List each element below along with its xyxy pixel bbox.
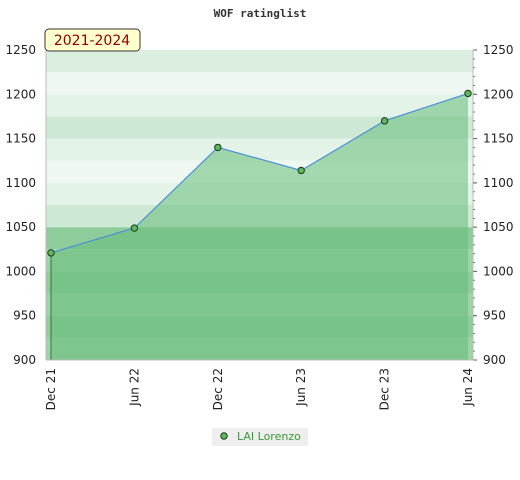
y-tick-label-right: 1250 bbox=[483, 43, 514, 57]
y-tick-label-right: 900 bbox=[483, 353, 506, 367]
y-tick-label-left: 1250 bbox=[5, 43, 36, 57]
period-badge: 2021-2024 bbox=[44, 28, 141, 52]
y-tick-label-left: 950 bbox=[13, 309, 36, 323]
x-tick-label: Dec 21 bbox=[44, 368, 58, 410]
y-tick-label-left: 1000 bbox=[5, 264, 36, 278]
data-point bbox=[297, 166, 305, 175]
x-tick-label: Dec 22 bbox=[211, 368, 225, 410]
data-point bbox=[130, 224, 139, 232]
y-tick-label-right: 950 bbox=[483, 309, 506, 323]
y-tick-label-left: 900 bbox=[13, 353, 36, 367]
grid-band bbox=[46, 94, 473, 117]
period-badge-bg bbox=[44, 28, 141, 52]
series-line bbox=[50, 92, 469, 254]
data-point bbox=[47, 249, 55, 257]
area-layer bbox=[50, 92, 469, 361]
markers bbox=[47, 89, 472, 257]
y-tick-label-right: 1050 bbox=[483, 220, 514, 234]
period-label: 2021-2024 bbox=[54, 33, 130, 49]
y-tick-label-right: 1100 bbox=[483, 176, 514, 190]
grid-band bbox=[46, 72, 473, 95]
y-tick-label-left: 1200 bbox=[5, 87, 36, 101]
series-area bbox=[51, 93, 468, 361]
y-tick-label-right: 1200 bbox=[483, 87, 514, 101]
legend[interactable]: LAI Lorenzo bbox=[212, 428, 308, 446]
grid-band bbox=[46, 50, 473, 73]
legend-label[interactable]: LAI Lorenzo bbox=[237, 430, 301, 443]
chart-title: WOF ratinglist bbox=[214, 7, 307, 20]
x-tick-label: Jun 23 bbox=[294, 368, 308, 407]
y-tick-label-right: 1000 bbox=[483, 264, 514, 278]
x-tick-label: Dec 23 bbox=[378, 368, 392, 410]
legend-box bbox=[212, 428, 308, 446]
x-tick-label: Jun 22 bbox=[127, 368, 141, 407]
y-tick-label-right: 1150 bbox=[483, 132, 514, 146]
y-tick-label-left: 1050 bbox=[5, 220, 36, 234]
data-point bbox=[380, 117, 389, 125]
y-tick-label-left: 1100 bbox=[5, 176, 36, 190]
x-tick-label: Jun 24 bbox=[461, 368, 475, 407]
y-tick-label-left: 1150 bbox=[5, 132, 36, 146]
legend-marker bbox=[220, 432, 228, 440]
data-point bbox=[214, 143, 222, 152]
data-point bbox=[464, 89, 472, 98]
axes: 900 900 950 950 1000 1000 1050 1050 1100 1100 1150… bbox=[5, 43, 513, 410]
